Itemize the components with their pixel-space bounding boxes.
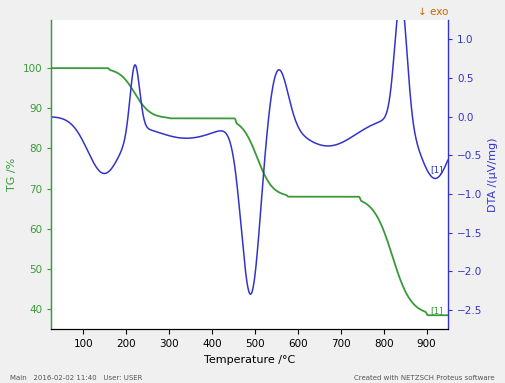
Y-axis label: DTA /(μV/mg): DTA /(μV/mg)	[488, 137, 498, 212]
Y-axis label: TG /%: TG /%	[7, 158, 17, 191]
Text: ↓ exo: ↓ exo	[418, 7, 448, 17]
Text: [1]: [1]	[430, 165, 443, 174]
Text: Created with NETZSCH Proteus software: Created with NETZSCH Proteus software	[355, 375, 495, 381]
X-axis label: Temperature /°C: Temperature /°C	[204, 355, 295, 365]
Text: Main   2016-02-02 11:40   User: USER: Main 2016-02-02 11:40 User: USER	[10, 375, 142, 381]
Text: [1]: [1]	[430, 306, 443, 315]
